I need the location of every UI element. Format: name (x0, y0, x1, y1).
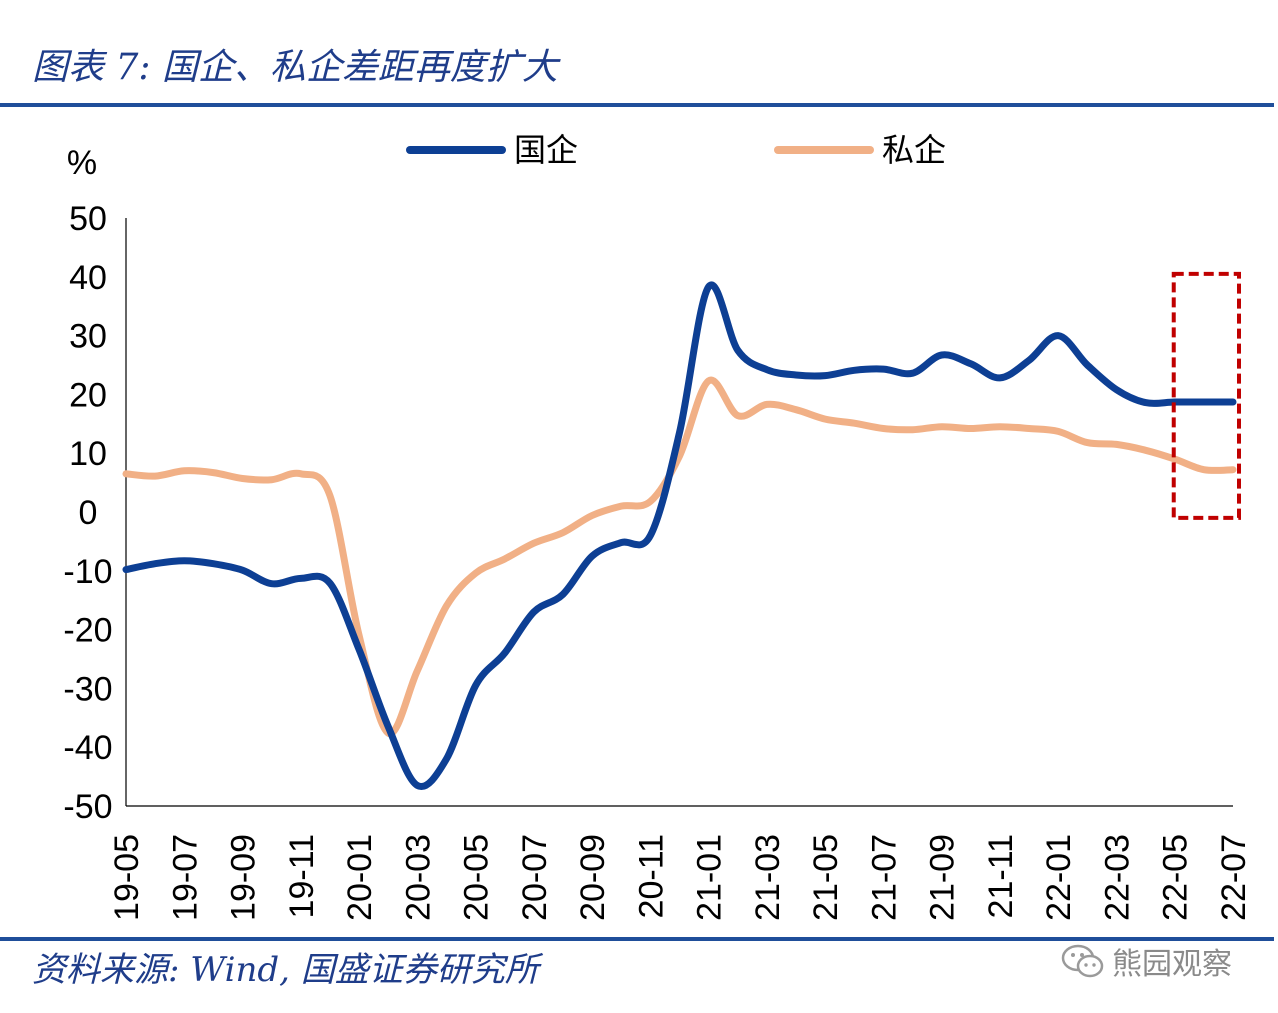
chart-title: 图表 7: 国企、私企差距再度扩大 (32, 47, 558, 88)
bottom-rule (0, 937, 1274, 941)
y-tick-label: 50 (69, 200, 107, 238)
y-tick-labels: 50 40 30 20 10 0 -10 -20 -30 -40 -50% (63, 144, 112, 826)
y-axis-unit: % (67, 144, 97, 182)
wechat-icon (1061, 944, 1104, 978)
x-tick-label: 19-05 (108, 834, 146, 921)
y-tick-label: -30 (63, 670, 112, 708)
y-tick-label: -50 (63, 788, 112, 826)
x-tick-label: 21-09 (924, 834, 962, 921)
y-tick-label: 30 (69, 318, 107, 356)
x-tick-label: 22-01 (1040, 834, 1078, 921)
x-tick-label: 21-07 (865, 834, 903, 921)
x-tick-label: 19-07 (166, 834, 204, 921)
x-tick-label: 21-03 (749, 834, 787, 921)
y-tick-label: 0 (79, 494, 98, 532)
x-tick-label: 19-11 (283, 834, 321, 918)
top-rule (0, 103, 1274, 107)
x-tick-label: 20-07 (516, 834, 554, 921)
y-tick-label: 40 (69, 259, 107, 297)
x-tick-label: 20-03 (399, 834, 437, 921)
x-tick-labels: 19-05 19-07 19-09 19-11 20-01 20-03 20-05 20-07… (108, 834, 1253, 921)
source-note: 资料来源: Wind, 国盛证券研究所 (32, 950, 539, 990)
x-tick-label: 20-09 (574, 834, 612, 921)
x-tick-label: 22-07 (1215, 834, 1253, 921)
x-tick-label: 20-05 (458, 834, 496, 921)
series-line-soe (122, 281, 1237, 790)
chart-axes (125, 218, 1233, 807)
x-tick-label: 22-05 (1157, 834, 1195, 921)
y-tick-label: 10 (69, 435, 107, 473)
y-tick-label: 20 (69, 376, 107, 414)
watermark-text: 熊园观察 (1112, 947, 1232, 982)
x-tick-label: 20-11 (632, 834, 670, 918)
series-lines (122, 281, 1237, 790)
legend: 国企 私企 (406, 131, 946, 169)
y-tick-label: -20 (63, 612, 112, 650)
y-tick-label: -40 (63, 729, 112, 767)
x-tick-label: 22-03 (1098, 834, 1136, 921)
x-tick-label: 20-01 (341, 834, 379, 921)
x-tick-label: 21-01 (691, 834, 729, 921)
y-tick-label: -10 (63, 553, 112, 591)
x-tick-label: 21-05 (807, 834, 845, 921)
highlight-box (1171, 271, 1241, 520)
watermark: 熊园观察 (1060, 936, 1232, 986)
x-tick-label: 21-11 (982, 834, 1020, 918)
legend-label: 国企 (514, 131, 578, 169)
annotations (1171, 271, 1241, 520)
legend-label: 私企 (882, 131, 946, 169)
x-tick-label: 19-09 (225, 834, 263, 921)
